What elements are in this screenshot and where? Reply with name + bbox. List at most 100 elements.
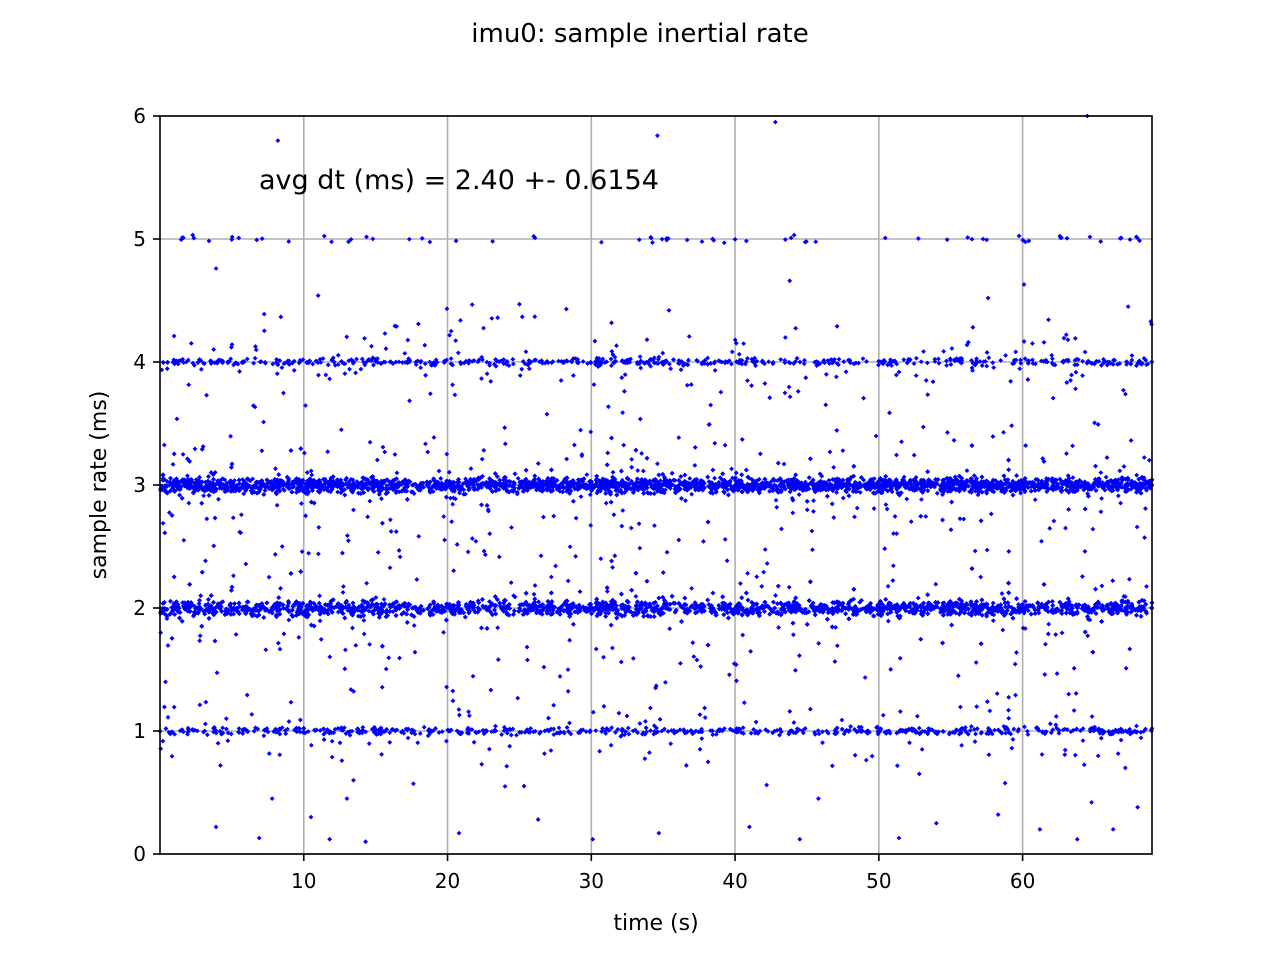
data-point — [369, 483, 375, 489]
data-point — [1099, 496, 1104, 501]
data-point — [710, 467, 716, 473]
data-point — [193, 477, 199, 483]
data-point — [1066, 490, 1072, 495]
data-point — [678, 486, 683, 492]
data-point — [982, 484, 987, 490]
data-point — [1050, 482, 1056, 488]
data-point — [1059, 485, 1065, 490]
data-point — [892, 514, 898, 519]
data-point — [247, 478, 253, 484]
data-point — [1040, 456, 1046, 461]
data-point — [804, 498, 810, 504]
data-point — [160, 472, 166, 478]
data-point — [687, 476, 693, 481]
data-point — [1090, 526, 1096, 532]
data-point — [206, 474, 211, 479]
data-point — [309, 472, 315, 478]
data-point — [913, 474, 919, 480]
data-point — [1014, 473, 1019, 479]
data-point — [338, 477, 344, 483]
data-point — [1133, 486, 1139, 492]
data-point — [609, 435, 614, 441]
data-point — [978, 518, 984, 524]
data-point — [1078, 484, 1084, 490]
data-point — [730, 475, 735, 481]
data-point — [194, 479, 199, 485]
data-point — [679, 496, 684, 501]
data-point — [276, 472, 282, 478]
data-point — [1010, 492, 1016, 498]
data-point — [240, 477, 246, 482]
data-point — [834, 490, 839, 495]
data-point — [743, 467, 749, 473]
data-point — [1011, 480, 1017, 486]
data-points — [157, 232, 1155, 789]
data-point — [883, 502, 889, 508]
data-point — [578, 494, 584, 499]
data-point — [1148, 485, 1154, 491]
data-point — [851, 463, 857, 469]
data-point — [861, 477, 867, 483]
data-point — [705, 474, 711, 480]
data-point — [1134, 524, 1140, 530]
data-point — [1018, 490, 1023, 496]
data-point — [230, 480, 236, 486]
data-point — [644, 455, 650, 461]
data-point — [228, 464, 234, 470]
data-point — [712, 475, 717, 481]
data-point — [796, 492, 802, 497]
data-point — [630, 481, 636, 487]
data-point — [308, 468, 314, 474]
data-point — [705, 519, 711, 525]
data-point — [629, 478, 634, 484]
data-point — [726, 492, 731, 498]
data-point — [733, 475, 738, 481]
data-point — [656, 472, 662, 478]
data-point — [523, 467, 529, 473]
data-point — [678, 474, 684, 479]
data-point — [1006, 467, 1012, 473]
data-point — [1093, 463, 1098, 469]
data-point — [167, 510, 172, 516]
data-point — [604, 462, 610, 468]
data-point — [167, 479, 173, 485]
data-point — [436, 468, 442, 474]
data-point — [1001, 473, 1007, 479]
data-point — [829, 501, 835, 507]
data-point — [1028, 488, 1034, 494]
data-point — [908, 519, 914, 525]
data-point — [570, 498, 576, 504]
data-point — [342, 492, 348, 498]
data-point — [1028, 484, 1034, 490]
data-point — [310, 488, 315, 493]
data-point — [739, 472, 745, 478]
data-point — [807, 456, 813, 462]
data-point — [610, 469, 616, 475]
data-point — [236, 477, 242, 483]
data-point — [757, 451, 763, 457]
data-point — [618, 468, 624, 474]
data-point — [484, 503, 490, 508]
data-point — [584, 472, 590, 477]
data-point — [925, 469, 931, 475]
data-point — [979, 474, 985, 480]
data-point — [988, 511, 994, 517]
data-point — [1121, 464, 1127, 469]
data-point — [1101, 481, 1107, 487]
data-point — [608, 499, 614, 505]
data-point — [603, 500, 609, 506]
data-point — [438, 476, 444, 481]
data-point — [479, 502, 484, 508]
data-point — [171, 451, 177, 457]
data-point — [210, 472, 216, 478]
data-point — [692, 445, 698, 450]
data-point — [564, 456, 570, 462]
data-point — [457, 490, 462, 496]
data-point — [262, 488, 268, 493]
data-point — [846, 493, 852, 499]
data-point — [351, 507, 356, 513]
data-point — [512, 471, 518, 477]
data-point — [222, 477, 228, 483]
data-point — [1146, 457, 1152, 463]
